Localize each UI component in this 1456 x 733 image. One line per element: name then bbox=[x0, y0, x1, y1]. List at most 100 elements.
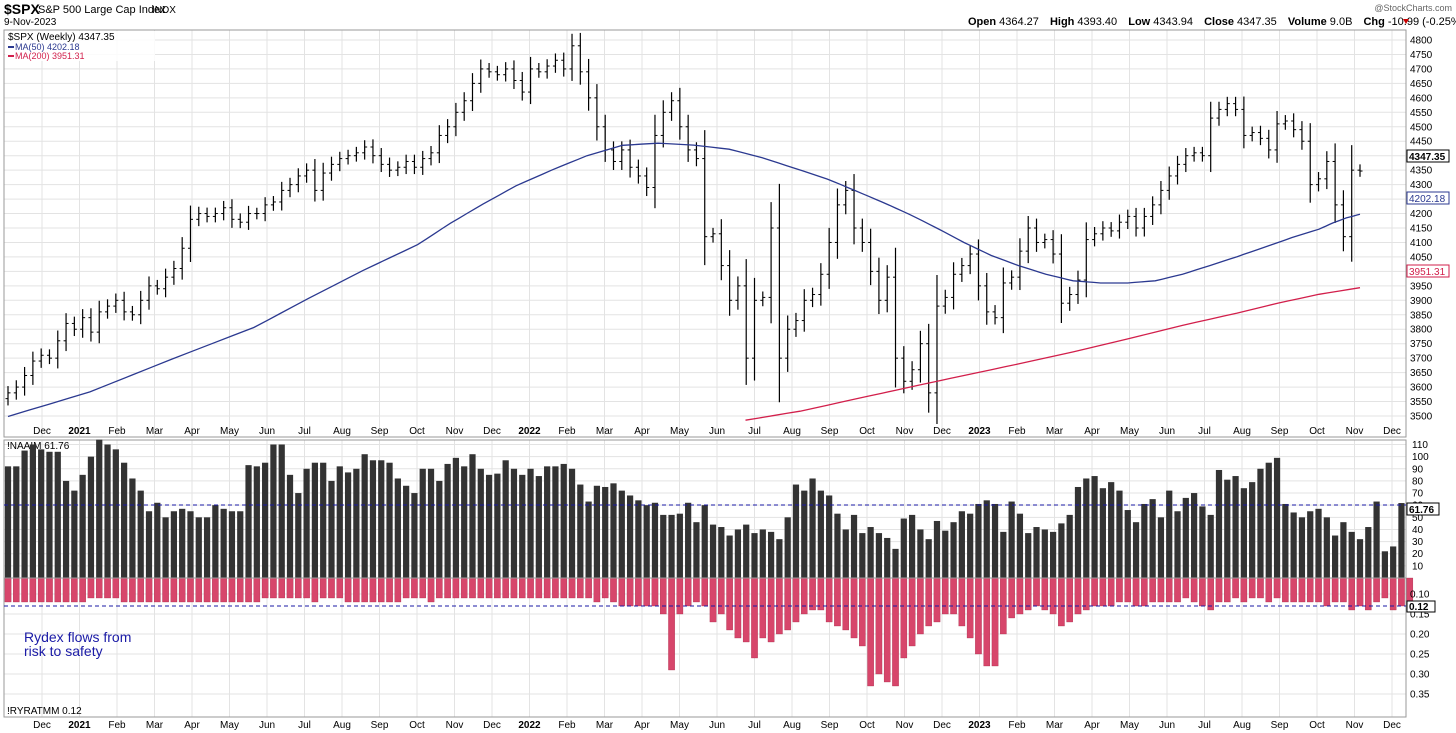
ohlc-bar bbox=[942, 289, 948, 314]
ohlc-bar bbox=[121, 291, 127, 321]
x-tick-label: 2021 bbox=[68, 426, 91, 437]
ohlc-bar bbox=[917, 330, 923, 383]
ohlc-bar bbox=[1199, 146, 1205, 162]
rydex-bar bbox=[485, 577, 493, 599]
ma200-badge-value: 3951.31 bbox=[1409, 267, 1446, 278]
rydex-tick-label: 0.25 bbox=[1410, 650, 1430, 661]
naaim-bar bbox=[685, 502, 692, 578]
price-tick-label: 3850 bbox=[1410, 310, 1433, 321]
naaim-tick-label: 80 bbox=[1412, 476, 1424, 487]
rydex-annotation-line2: risk to safety bbox=[24, 643, 103, 659]
volume-value: 9.0B bbox=[1330, 16, 1353, 28]
naaim-bar bbox=[1025, 533, 1032, 578]
naaim-bar bbox=[1041, 529, 1048, 578]
price-tick-label: 4450 bbox=[1410, 137, 1433, 148]
rydex-bar bbox=[1099, 577, 1107, 607]
rydex-bar bbox=[295, 577, 302, 599]
naaim-bar bbox=[203, 517, 211, 578]
low-label: Low bbox=[1128, 16, 1150, 28]
price-tick-label: 4200 bbox=[1410, 209, 1433, 220]
rydex-bar bbox=[975, 577, 982, 655]
x-tick-label: Sep bbox=[821, 426, 839, 437]
naaim-bar bbox=[286, 474, 294, 578]
naaim-bar bbox=[1315, 508, 1322, 578]
rydex-bar bbox=[908, 577, 916, 647]
price-panel-frame bbox=[3, 29, 1407, 438]
naaim-bar bbox=[502, 460, 509, 578]
naaim-bar bbox=[784, 517, 791, 578]
naaim-bar bbox=[452, 457, 460, 578]
ohlc-bar bbox=[461, 92, 467, 121]
ohlc-bar bbox=[445, 119, 451, 144]
quote-bar: Open 4364.27 High 4393.40 Low 4343.94 Close… bbox=[968, 16, 1456, 28]
rydex-bar bbox=[834, 577, 841, 627]
rydex-bar bbox=[792, 577, 800, 623]
rydex-bar bbox=[593, 577, 601, 603]
x-tick-label: Aug bbox=[333, 720, 351, 731]
ohlc-bar bbox=[1357, 164, 1363, 177]
rydex-bar bbox=[46, 577, 53, 603]
rydex-bar bbox=[817, 577, 825, 611]
rydex-bar bbox=[1282, 577, 1289, 603]
naaim-bar bbox=[801, 490, 808, 578]
naaim-bar bbox=[568, 468, 576, 578]
naaim-bar bbox=[519, 474, 526, 578]
naaim-bar bbox=[726, 535, 733, 578]
x-tick-label: Nov bbox=[1346, 720, 1364, 731]
naaim-bar bbox=[469, 454, 476, 578]
naaim-bar bbox=[21, 450, 28, 578]
rydex-bar bbox=[353, 577, 360, 603]
rydex-bar bbox=[311, 577, 319, 603]
price-tick-label: 3500 bbox=[1410, 412, 1433, 423]
rydex-bar bbox=[145, 577, 153, 603]
naaim-bar bbox=[892, 548, 899, 578]
naaim-bar bbox=[62, 480, 70, 578]
x-tick-label: Jul bbox=[1198, 426, 1211, 437]
rydex-bar bbox=[129, 577, 136, 603]
ohlc-bar bbox=[677, 87, 683, 140]
naaim-bar bbox=[1340, 522, 1347, 578]
ohlc-bar bbox=[196, 206, 202, 227]
x-tick-label: Dec bbox=[483, 720, 501, 731]
naaim-bar bbox=[743, 524, 750, 578]
naaim-tick-label: 30 bbox=[1412, 537, 1424, 548]
ohlc-bar bbox=[934, 275, 940, 424]
rydex-tick-label: 0.15 bbox=[1410, 610, 1430, 621]
naaim-bar bbox=[668, 514, 675, 578]
ohlc-bar bbox=[644, 167, 650, 197]
naaim-bar bbox=[1215, 469, 1223, 578]
rydex-bar bbox=[643, 577, 650, 607]
rydex-bar bbox=[212, 577, 219, 603]
naaim-bar bbox=[776, 539, 783, 578]
x-tick-label: Oct bbox=[409, 720, 425, 731]
x-tick-label: Feb bbox=[558, 426, 576, 437]
ohlc-bar bbox=[1340, 190, 1346, 252]
ohlc-bar bbox=[246, 205, 252, 230]
naaim-bar bbox=[378, 460, 385, 578]
naaim-bar bbox=[1307, 511, 1314, 578]
naaim-bar bbox=[718, 527, 725, 578]
ohlc-bar bbox=[876, 257, 882, 315]
x-tick-label: Jul bbox=[1198, 720, 1211, 731]
rydex-bar bbox=[950, 577, 957, 615]
naaim-bar bbox=[635, 500, 642, 578]
rydex-bar bbox=[610, 577, 617, 603]
x-tick-label: Dec bbox=[1383, 720, 1401, 731]
x-tick-label: Feb bbox=[558, 720, 576, 731]
rydex-bar bbox=[270, 577, 277, 599]
naaim-bar bbox=[1332, 535, 1339, 578]
x-tick-label: 2022 bbox=[518, 426, 541, 437]
price-y-axis: 4800475047004650460045504500445044004350… bbox=[1410, 36, 1433, 423]
price-tick-label: 4100 bbox=[1410, 238, 1433, 249]
naaim-bar bbox=[577, 484, 584, 578]
naaim-bar bbox=[344, 472, 352, 578]
rydex-bar bbox=[925, 577, 932, 627]
ohlc-bar bbox=[627, 139, 633, 178]
ohlc-bar bbox=[1249, 126, 1255, 142]
naaim-bar bbox=[1265, 462, 1272, 578]
rydex-bar bbox=[469, 577, 476, 599]
ohlc-bar bbox=[859, 218, 865, 252]
rydex-bar bbox=[668, 577, 675, 671]
naaim-bar bbox=[262, 462, 269, 578]
naaim-bar bbox=[1099, 488, 1106, 578]
